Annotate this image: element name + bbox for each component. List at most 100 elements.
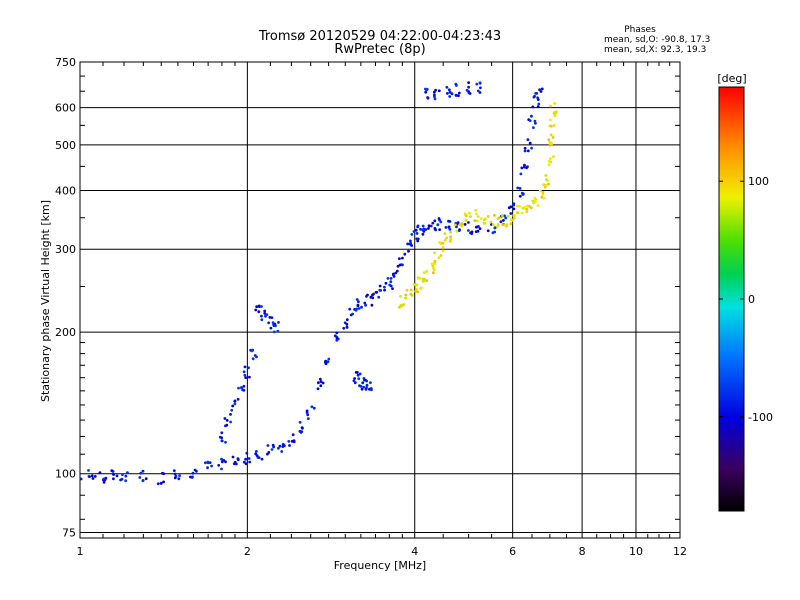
data-point [220,431,224,435]
data-point [391,287,394,290]
data-point [379,289,383,292]
data-point [324,362,328,366]
x-tick-label: 6 [509,545,516,558]
data-point [473,219,477,223]
data-point [516,186,520,190]
data-point [357,307,361,310]
data-point [305,409,309,413]
data-point [280,450,284,453]
colorbar-ticks: 100 0 -100 [719,175,773,424]
data-point [463,223,467,226]
data-point [260,314,263,318]
data-point [518,187,522,190]
data-point [437,256,441,259]
data-point [126,471,129,475]
data-point [335,338,339,342]
data-point [260,305,263,308]
data-point [243,365,247,369]
data-point [479,217,483,221]
data-point [348,307,352,311]
data-point [345,318,349,322]
data-point [444,226,448,229]
y-tick-label: 500 [55,139,76,152]
data-point [548,140,552,144]
data-point [496,223,500,226]
data-point [441,246,445,249]
data-point [419,227,422,231]
data-point [231,455,235,459]
data-point [455,230,459,233]
data-point [324,360,328,363]
y-tick-label: 200 [55,326,76,339]
data-point [441,241,445,245]
data-point [427,227,430,230]
data-point [281,445,285,448]
data-point [115,474,119,478]
data-point [493,214,496,217]
data-point [102,477,106,481]
data-point [90,474,94,478]
data-point [483,221,487,225]
data-point [139,471,143,475]
data-point [371,293,374,297]
data-point [144,477,148,481]
data-point [247,366,250,370]
data-point [449,235,452,239]
data-point [486,215,490,218]
data-point [173,472,177,476]
data-point [327,357,331,361]
data-point [548,118,552,122]
data-point [549,104,552,108]
data-point [272,330,276,334]
data-point [257,310,261,314]
data-point [422,277,426,281]
data-point [401,256,404,260]
data-point [449,237,453,241]
data-point [532,95,536,99]
data-point [371,296,375,300]
data-point [415,287,418,291]
data-point [536,105,540,109]
data-point [156,482,160,486]
data-point [268,316,272,319]
data-point [195,469,198,473]
data-point [141,479,145,482]
data-point [515,211,519,215]
data-point [506,215,510,218]
data-point [377,295,381,299]
data-point [437,217,441,220]
data-point [433,251,436,255]
data-point [301,426,304,430]
data-point [464,218,468,222]
data-point [244,462,248,466]
data-point [509,212,513,215]
data-point [383,285,386,289]
data-point [430,262,434,266]
data-point [233,402,237,406]
data-point [220,439,224,443]
data-point [433,219,437,223]
data-point [416,290,420,294]
colorbar-tick-label: -100 [748,411,773,424]
data-point [409,239,412,243]
data-point [540,87,544,91]
data-point [477,225,480,228]
data-point [547,138,551,142]
data-point [250,349,254,353]
data-point [357,300,360,304]
data-point [469,215,472,219]
data-point [310,405,314,409]
data-point [345,326,349,329]
data-point [404,296,408,300]
data-point [359,385,363,388]
data-point [541,190,545,194]
data-point [536,98,540,101]
data-point [467,221,470,224]
data-point [220,467,223,471]
data-point [141,469,145,473]
data-point [476,215,480,218]
data-point [417,276,420,280]
data-point [412,283,416,286]
data-point [384,281,388,285]
y-tick-label: 400 [55,184,76,197]
